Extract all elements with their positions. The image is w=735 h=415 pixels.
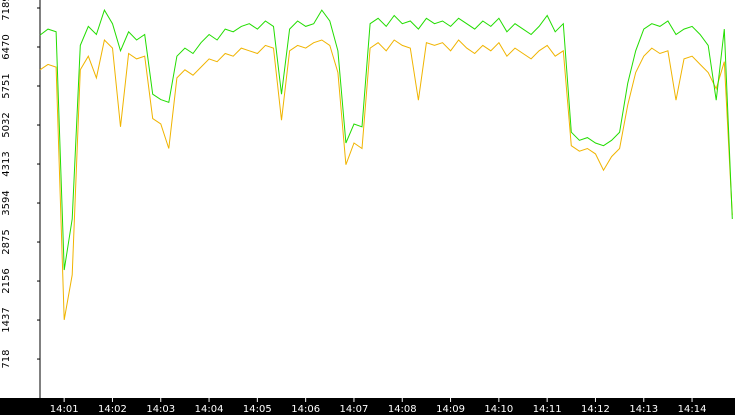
y-tick-label: 6470: [1, 34, 12, 59]
x-axis-band: [0, 398, 735, 415]
series-line: [39, 8, 733, 271]
y-tick-label: 4313: [1, 151, 12, 176]
x-tick-label: 14:08: [388, 404, 417, 415]
x-tick-label: 14:13: [629, 404, 658, 415]
y-tick-label: 5032: [1, 112, 12, 137]
series-line: [39, 38, 733, 320]
x-tick-label: 14:04: [195, 404, 224, 415]
y-tick-label: 2156: [1, 268, 12, 293]
x-tick-label: 14:12: [581, 404, 610, 415]
x-tick-label: 14:03: [146, 404, 175, 415]
x-tick-label: 14:05: [243, 404, 272, 415]
x-tick-label: 14:06: [291, 404, 320, 415]
x-tick-label: 14:07: [340, 404, 369, 415]
y-tick-label: 718: [1, 350, 12, 369]
y-tick-label: 5751: [1, 73, 12, 98]
x-tick-label: 14:14: [678, 404, 707, 415]
x-tick-label: 14:11: [533, 404, 562, 415]
x-tick-label: 14:10: [484, 404, 513, 415]
y-tick-label: 1437: [1, 307, 12, 332]
x-tick-label: 14:09: [436, 404, 465, 415]
x-tick-label: 14:02: [98, 404, 127, 415]
y-tick-label: 7189: [1, 0, 12, 21]
y-tick-label: 2875: [1, 229, 12, 254]
x-tick-label: 14:01: [50, 404, 79, 415]
y-tick-label: 3594: [1, 190, 12, 215]
